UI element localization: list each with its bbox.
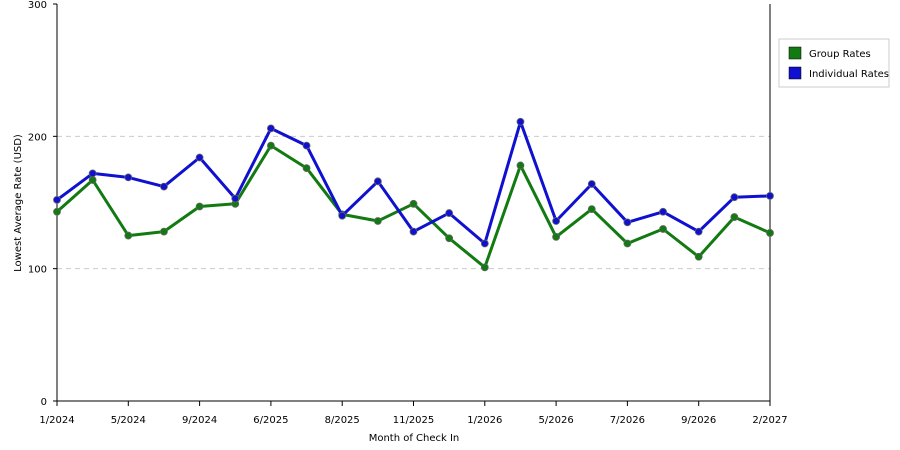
data-point xyxy=(266,141,275,150)
legend-swatch-individual xyxy=(788,66,802,80)
data-point xyxy=(516,117,525,126)
data-point xyxy=(730,213,739,221)
data-point xyxy=(587,205,596,214)
data-point xyxy=(373,217,382,225)
y-tick-label: 300 xyxy=(28,0,47,11)
x-tick-label: 5/2024 xyxy=(111,415,146,426)
x-tick-label: 9/2026 xyxy=(681,415,716,426)
x-tick-label: 6/2025 xyxy=(253,415,288,426)
x-tick-label: 5/2026 xyxy=(539,415,574,426)
data-point xyxy=(552,233,560,241)
data-point xyxy=(338,211,347,220)
data-point xyxy=(766,191,774,200)
y-tick-label: 0 xyxy=(41,397,47,408)
data-point xyxy=(231,194,240,203)
data-point xyxy=(766,229,774,237)
data-point xyxy=(480,263,489,272)
x-axis-title: Month of Check In xyxy=(369,433,460,444)
data-point xyxy=(302,164,311,172)
x-tick-label: 9/2024 xyxy=(182,415,217,426)
x-tick-label: 11/2025 xyxy=(393,415,435,426)
data-point xyxy=(694,252,703,261)
data-point xyxy=(659,225,667,233)
y-tick-label: 100 xyxy=(28,265,47,276)
data-point xyxy=(195,202,204,211)
data-point xyxy=(53,207,61,216)
data-point xyxy=(266,124,275,133)
data-point xyxy=(373,177,382,186)
data-point xyxy=(195,153,204,162)
x-tick-label: 1/2026 xyxy=(467,415,502,426)
data-point xyxy=(587,180,596,188)
y-ticks: 0 100 200 300 xyxy=(28,0,57,408)
legend-label-group: Group Rates xyxy=(809,49,871,60)
data-point xyxy=(88,169,97,178)
data-point xyxy=(516,161,525,170)
data-point xyxy=(445,209,454,217)
x-ticks: 1/2024 5/2024 9/2024 6/2025 8/2025 11/2025 1/2… xyxy=(39,401,788,426)
data-point xyxy=(160,227,168,236)
x-tick-label: 8/2025 xyxy=(325,415,360,426)
data-point xyxy=(53,195,61,204)
grid-lines xyxy=(57,135,770,270)
data-point xyxy=(409,227,418,236)
y-tick-label: 200 xyxy=(28,132,47,143)
x-tick-label: 1/2024 xyxy=(39,415,74,426)
y-axis-title: Lowest Average Rate (USD) xyxy=(13,134,24,272)
data-point xyxy=(409,199,418,208)
x-tick-label: 2/2027 xyxy=(752,415,787,426)
data-point xyxy=(302,141,311,150)
data-point xyxy=(124,173,133,182)
data-point xyxy=(160,182,168,191)
data-point xyxy=(480,239,489,248)
data-point xyxy=(552,217,560,225)
data-point xyxy=(730,193,739,202)
data-point xyxy=(623,218,632,227)
legend-swatch-group xyxy=(788,46,802,60)
data-point xyxy=(623,239,632,248)
data-point xyxy=(445,234,454,243)
data-point xyxy=(88,176,97,184)
data-point xyxy=(659,207,667,216)
data-point xyxy=(694,227,703,236)
legend: Group Rates Individual Rates xyxy=(778,38,890,88)
data-point xyxy=(124,231,133,240)
legend-label-individual: Individual Rates xyxy=(809,69,889,80)
x-tick-label: 7/2026 xyxy=(610,415,645,426)
series-lines xyxy=(53,117,774,272)
